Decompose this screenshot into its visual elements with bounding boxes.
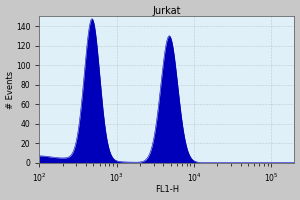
Y-axis label: # Events: # Events (6, 70, 15, 109)
Title: Jurkat: Jurkat (153, 6, 181, 16)
X-axis label: FL1-H: FL1-H (155, 185, 179, 194)
